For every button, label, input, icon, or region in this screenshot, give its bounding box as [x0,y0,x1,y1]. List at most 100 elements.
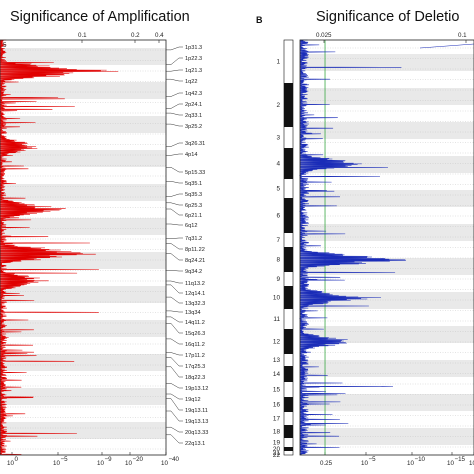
amplification-top-tick-label: 0.1 [78,32,87,39]
band-leader-line [166,398,183,411]
deletion-bottom-tick-label: 0.25 [320,460,333,467]
band-label-20q13-33: 20q13.33 [185,430,208,436]
band-leader-line [166,410,183,422]
band-label-17p11-2: 17p11.2 [185,353,205,359]
chromosome-label-13: 13 [273,357,281,364]
band-label-6p25-3: 6p25.3 [185,203,202,209]
amplification-top-tick-label: 0.4 [155,32,164,39]
chromosome-label-4: 4 [276,161,280,168]
amplification-bottom-tick-exponent: −9 [105,456,113,463]
amplification-stripe [0,422,166,439]
chromosome-label-16: 16 [273,402,281,409]
ideogram-segment-18 [284,425,293,438]
chromosome-label-1: 1 [276,59,280,66]
chromosome-label-10: 10 [273,295,281,302]
amplification-significance-trace [0,39,119,455]
band-label-17q25-3: 17q25.3 [185,364,205,370]
band-leader-line [166,78,183,82]
band-label-1q21-3: 1q21.3 [185,68,202,74]
amplification-plot-frame [0,39,167,456]
deletion-stripe [300,224,474,241]
amplification-stripe [0,286,166,303]
amplification-stripe [0,48,166,65]
amplification-top-tick-fragment: 5 [3,42,7,49]
amplification-bottom-tick-exponent: 0 [15,456,19,463]
band-label-11q13-2: 11q13.2 [185,281,205,287]
chromosome-label-7: 7 [276,237,280,244]
deletion-plot-frame [299,39,474,456]
deletion-bottom-tick-label: 10 [469,460,474,467]
chromosome-label-5: 5 [276,186,280,193]
band-leader-line [166,193,183,197]
band-leader-line [166,280,183,284]
band-leader-line [166,323,183,334]
amplification-stripe-layer [0,48,166,450]
band-leader-line [166,366,183,378]
deletion-stripe [300,428,474,445]
chromosome-label-12: 12 [273,339,281,346]
band-label-2q33-1: 2q33.1 [185,113,202,119]
chromosome-label-9: 9 [276,276,280,283]
ideogram-segment-4 [284,148,293,179]
chromosome-label-20: 20 [273,446,281,453]
band-label-15q26-3: 15q26.3 [185,331,205,337]
amplification-stripe [0,184,166,201]
deletion-stripe [300,88,474,105]
band-leader-line [166,181,183,184]
band-leader-line [166,352,183,356]
amplification-stripe [0,82,166,99]
band-label-18q22-3: 18q22.3 [185,375,205,381]
band-leader-line [166,296,183,304]
band-label-4p14: 4p14 [185,152,197,158]
amplification-bottom-tick-label: 10 [97,460,104,467]
chromosome-label-21: 21 [273,450,281,457]
deletion-bottom-tick-exponent: −5 [369,456,377,463]
band-label-13q32-3: 13q32.3 [185,301,205,307]
deletion-stripe [300,54,474,71]
band-label-6q12: 6q12 [185,223,197,229]
amplification-stripe [0,150,166,167]
deletion-stripe [300,394,474,411]
band-leader-line [166,92,183,97]
chromosome-label-3: 3 [276,135,280,142]
band-leader-line [166,237,183,239]
band-leader-line [166,223,183,226]
amplification-bottom-tick-exponent: −40 [169,456,180,463]
band-label-22q13-1: 22q13.1 [185,441,205,447]
deletion-panel-letter: B [256,15,263,25]
band-label-2p24-1: 2p24.1 [185,102,202,108]
band-leader-line [166,46,183,51]
deletion-title: Significance of Deletio [316,9,459,25]
band-label-19q12: 19q12 [185,397,201,403]
amplification-band-leader-lines [166,46,183,444]
ideogram-segment-12 [284,329,293,354]
band-label-5q35-3: 5q35.3 [185,192,202,198]
band-label-9q34-2: 9q34.2 [185,269,202,275]
ideogram-segment-14 [284,366,293,382]
ideogram-segment-2 [284,83,293,127]
band-label-1p22-3: 1p22.3 [185,56,202,62]
deletion-bottom-tick-label: 10 [361,460,368,467]
ideogram-segment-6 [284,198,293,233]
band-label-19q13-13: 19q13.13 [185,419,208,425]
band-leader-line [166,284,183,294]
chromosome-label-18: 18 [273,429,281,436]
band-leader-line [166,103,183,109]
band-label-12q14-1: 12q14.1 [185,291,205,297]
band-label-6p21-1: 6p21.1 [185,213,202,219]
band-leader-line [166,253,183,261]
amplification-stripe [0,218,166,235]
band-leader-line [166,270,183,272]
band-label-8q24-21: 8q24.21 [185,258,205,264]
chromosome-label-2: 2 [276,102,280,109]
band-leader-line [166,112,183,116]
band-label-7q31-2: 7q31.2 [185,236,202,242]
amplification-bottom-tick-exponent: −20 [133,456,144,463]
band-leader-line [166,208,183,216]
band-leader-line [166,316,183,323]
band-leader-line [166,202,183,206]
